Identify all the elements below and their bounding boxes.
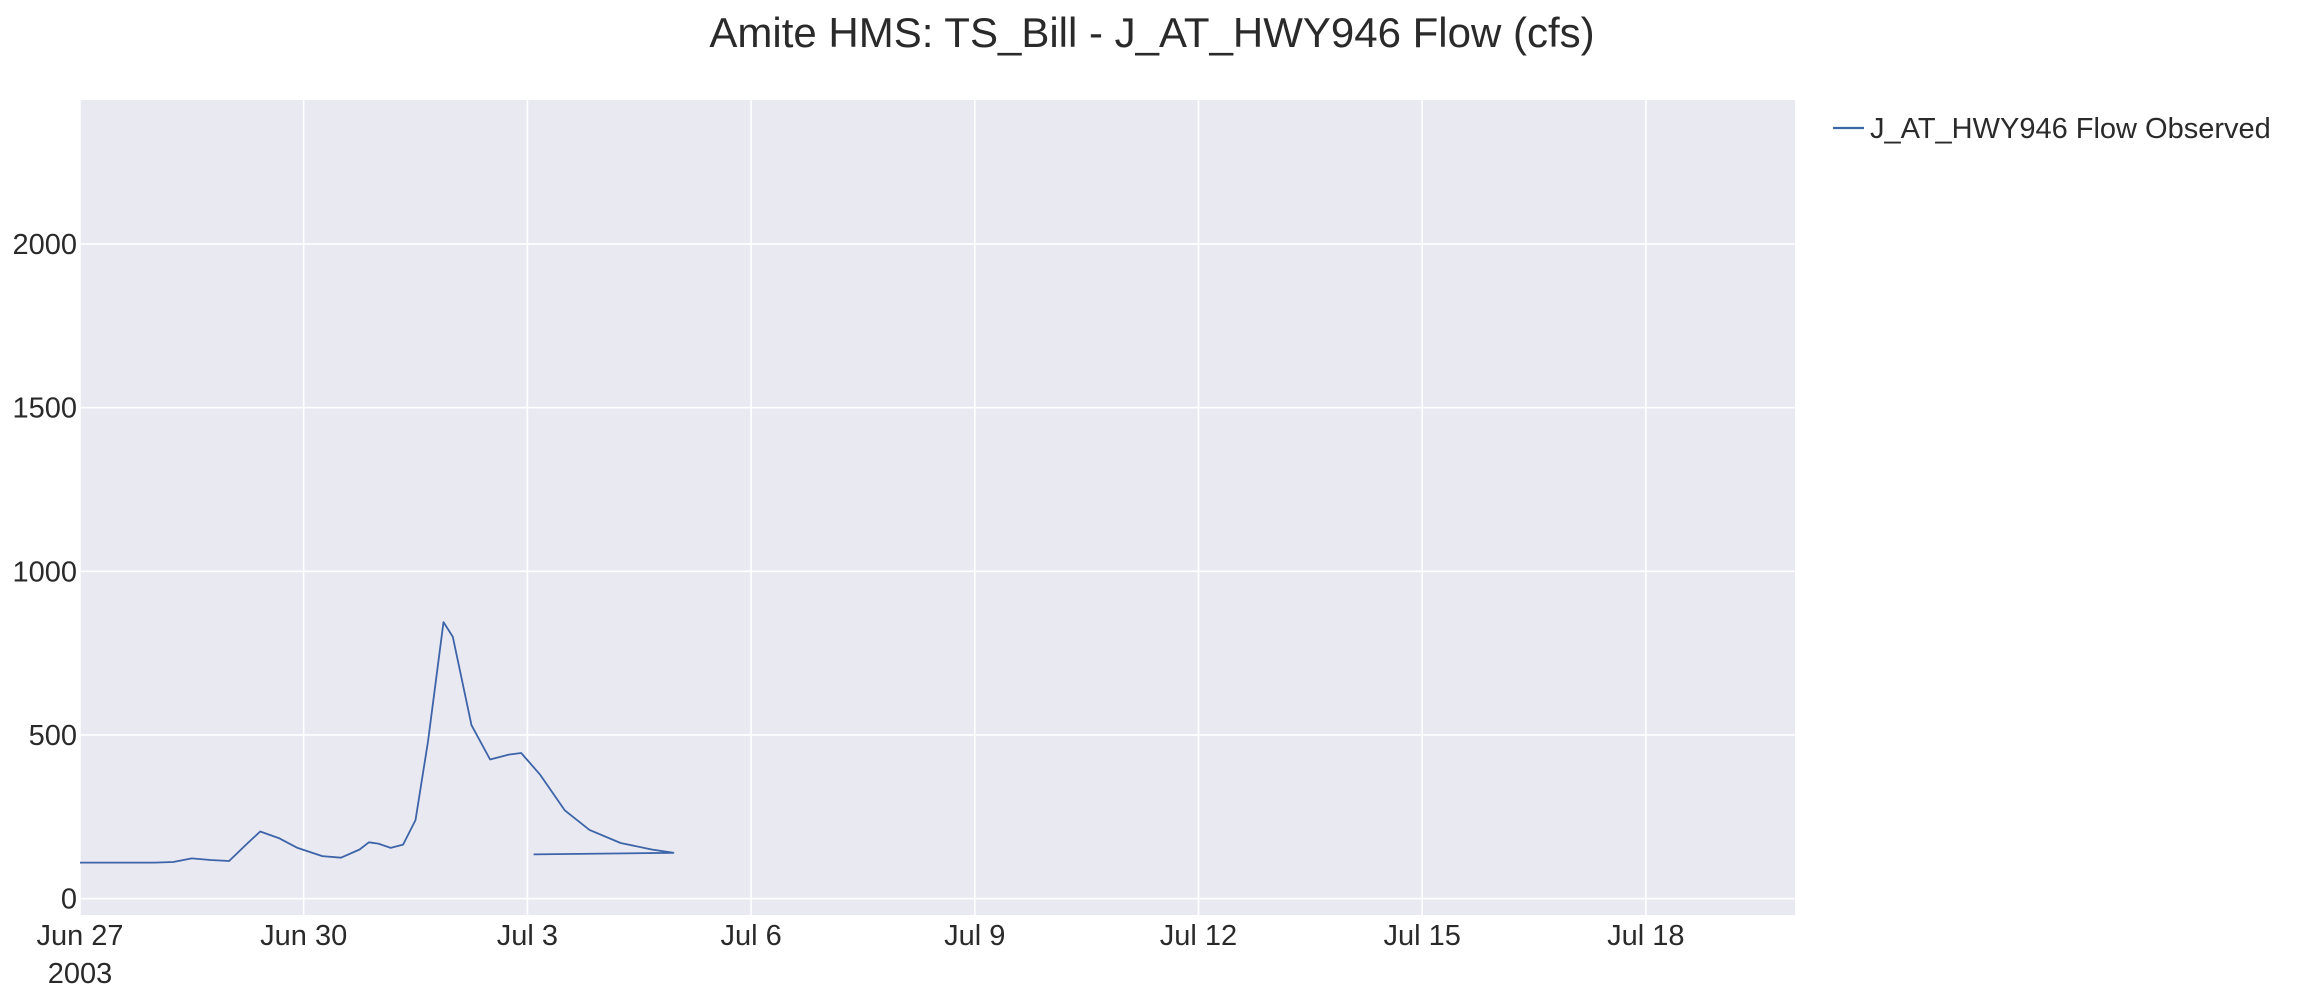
x-tick-label: Jul 12	[1160, 920, 1237, 952]
y-tick-label: 500	[29, 720, 77, 752]
y-tick-label: 1000	[12, 556, 77, 588]
x-tick-label: Jul 15	[1383, 920, 1460, 952]
x-tick-label: Jul 9	[944, 920, 1005, 952]
legend-label-observed: J_AT_HWY946 Flow Observed	[1870, 113, 2271, 145]
chart-title: Amite HMS: TS_Bill - J_AT_HWY946 Flow (c…	[709, 9, 1594, 56]
series-line-observed	[80, 621, 675, 864]
x-year-label: 2003	[48, 958, 113, 990]
x-tick-label: Jun 30	[260, 920, 347, 952]
legend: J_AT_HWY946 Flow Observed	[1833, 113, 2271, 145]
axis-labels: 0 500 1000 1500 2000 Jun 27 Jun 30 Jul 3 Jul 6 Ju…	[12, 229, 1684, 990]
grid-lines	[79, 100, 1795, 915]
plot-background	[80, 100, 1795, 915]
x-tick-label: Jul 6	[720, 920, 781, 952]
y-tick-label: 0	[61, 884, 77, 916]
x-tick-label: Jun 27	[36, 920, 123, 952]
y-tick-label: 1500	[12, 393, 77, 425]
series-layer	[80, 621, 675, 864]
x-tick-label: Jul 18	[1607, 920, 1684, 952]
y-tick-label: 2000	[12, 229, 77, 261]
x-tick-label: Jul 3	[497, 920, 558, 952]
